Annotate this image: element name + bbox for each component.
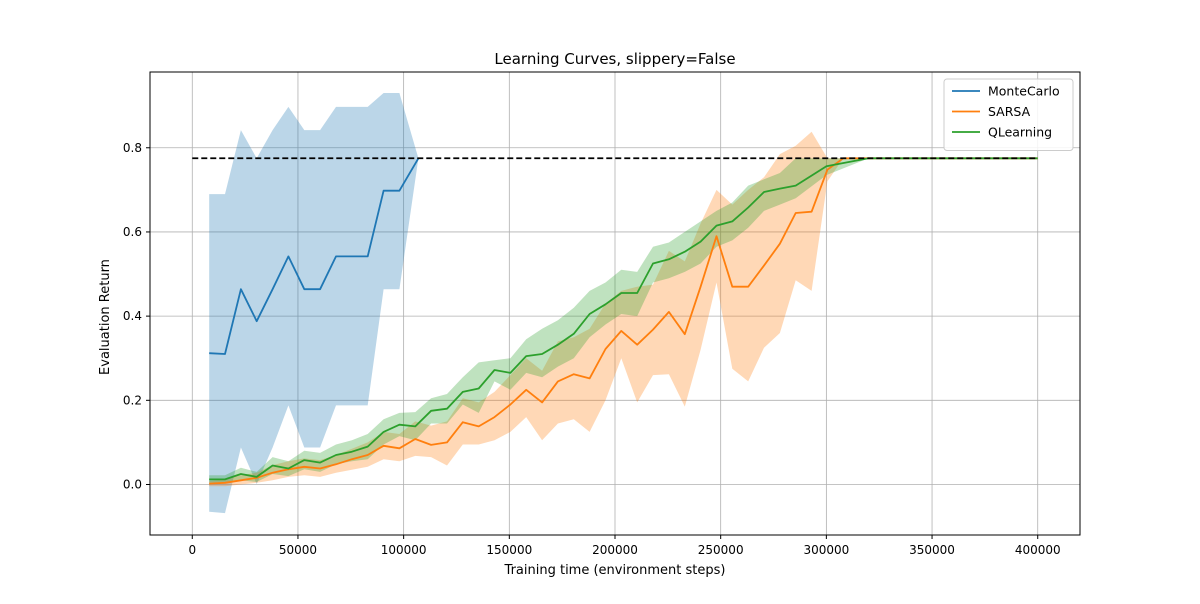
y-axis-label: Evaluation Return: [98, 259, 113, 375]
x-tick-label-5: 250000: [698, 543, 744, 557]
x-tick-label-6: 300000: [803, 543, 849, 557]
y-tick-label-0: 0.0: [123, 477, 142, 491]
x-tick-label-7: 350000: [909, 543, 955, 557]
band-sarsa: [209, 131, 1038, 487]
legend-label-qlearning: QLearning: [988, 125, 1052, 140]
legend: MonteCarlo SARSA QLearning: [943, 78, 1074, 151]
band-montecarlo: [209, 93, 419, 514]
x-tick-label-1: 50000: [279, 543, 317, 557]
x-tick-label-2: 100000: [381, 543, 427, 557]
y-tick-label-4: 0.8: [123, 141, 142, 155]
legend-label-sarsa: SARSA: [988, 104, 1031, 119]
confidence-bands: [209, 93, 1038, 514]
line-qlearning: [209, 157, 1038, 481]
x-tick-label-4: 200000: [592, 543, 638, 557]
legend-label-montecarlo: MonteCarlo: [988, 84, 1060, 99]
x-tick-label-3: 150000: [486, 543, 532, 557]
line-montecarlo: [209, 157, 420, 355]
y-tick-label-2: 0.4: [123, 309, 142, 323]
y-tick-label-3: 0.6: [123, 225, 142, 239]
chart-title: Learning Curves, slippery=False: [494, 50, 735, 68]
axis-ticks: 0 50000 100000 150000 200000 250000 300000 3500…: [123, 141, 1061, 557]
y-tick-label-1: 0.2: [123, 393, 142, 407]
x-tick-label-8: 400000: [1015, 543, 1061, 557]
x-axis-label: Training time (environment steps): [504, 563, 726, 578]
x-tick-label-0: 0: [188, 543, 196, 557]
